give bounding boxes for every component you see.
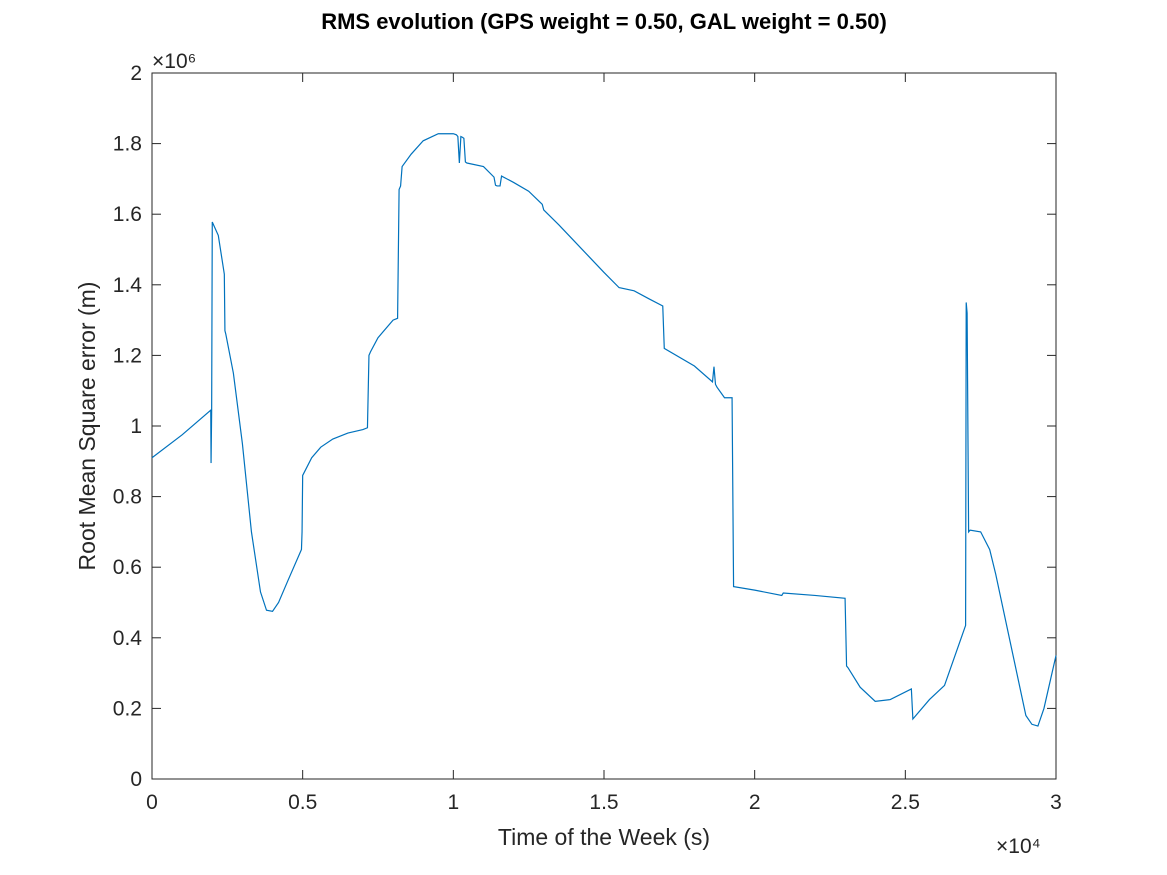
y-tick-label: 0.8 <box>113 486 142 509</box>
x-tick-label: 2 <box>749 791 761 814</box>
y-tick-label: 1.8 <box>113 133 142 156</box>
y-tick-label: 2 <box>130 62 142 85</box>
y-tick-label: 0.2 <box>113 697 142 720</box>
x-axis-label: Time of the Week (s) <box>498 824 710 850</box>
y-tick-label: 1.4 <box>113 274 143 297</box>
rms-series-line <box>151 133 1057 727</box>
x-tick-label: 2.5 <box>891 791 920 814</box>
x-exponent-label: ×10⁴ <box>996 835 1041 858</box>
plot-area <box>151 72 1057 780</box>
x-tick-label: 3 <box>1050 791 1062 814</box>
y-tick-labels: 0 0.2 0.4 0.6 0.8 1 1.2 1.4 1.6 1.8 2 <box>113 62 143 791</box>
chart-title: RMS evolution (GPS weight = 0.50, GAL we… <box>321 9 887 34</box>
x-tick-label: 1.5 <box>589 791 618 814</box>
x-tick-label: 0 <box>146 791 158 814</box>
y-tick-label: 0.6 <box>113 556 142 579</box>
axis-ticks <box>151 72 1057 780</box>
y-tick-label: 0 <box>130 768 142 791</box>
x-tick-labels: 0 0.5 1 1.5 2 2.5 3 <box>146 791 1062 814</box>
y-tick-label: 1 <box>130 415 142 438</box>
y-exponent-label: ×10⁶ <box>152 50 196 73</box>
y-tick-label: 0.4 <box>113 627 143 650</box>
y-axis-label: Root Mean Square error (m) <box>74 282 100 571</box>
x-tick-label: 1 <box>447 791 459 814</box>
y-tick-label: 1.6 <box>113 203 142 226</box>
x-tick-label: 0.5 <box>288 791 317 814</box>
y-tick-label: 1.2 <box>113 344 142 367</box>
